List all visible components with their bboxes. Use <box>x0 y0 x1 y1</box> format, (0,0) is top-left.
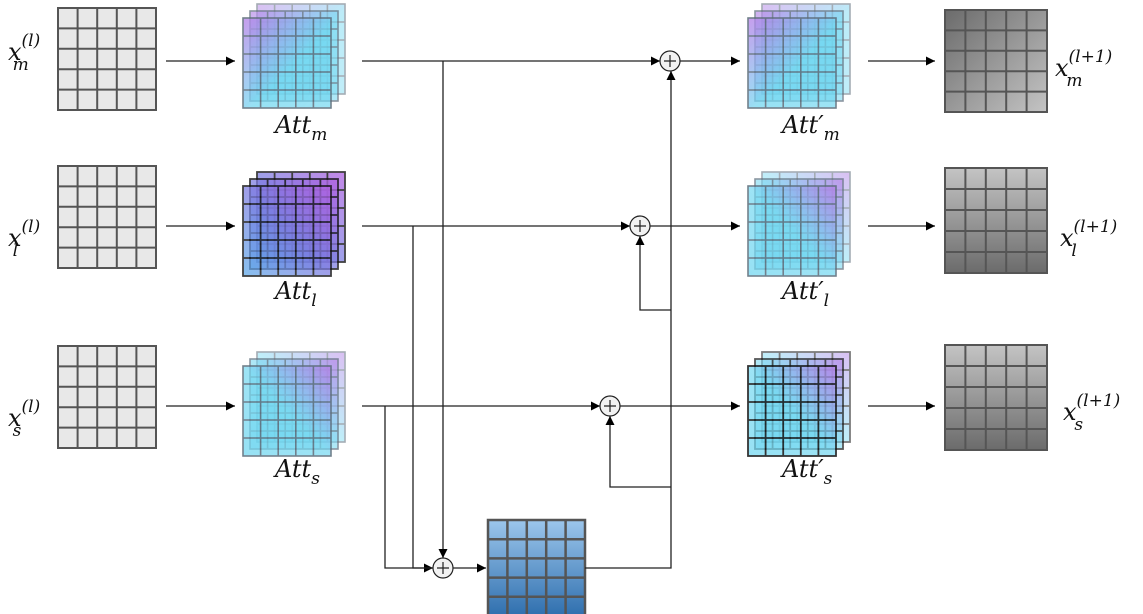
output-label-m: x(l+1) m <box>1055 47 1112 91</box>
att-prime-l-stack-layer-3 <box>747 185 837 277</box>
fused-grid <box>486 518 587 614</box>
att-s-stack-layer-3 <box>242 365 332 457</box>
input-grid-s <box>57 345 157 449</box>
input-label-s: x(l) s <box>8 397 40 441</box>
att-l-stack-layer-3 <box>242 185 332 277</box>
output-grid-s <box>944 344 1048 451</box>
att-prime-m-stack-layer-3 <box>747 17 837 109</box>
line-fused-to-add-l <box>635 236 671 311</box>
att-label-s: Atts <box>273 455 320 489</box>
input-label-l: x(l) l <box>8 217 40 261</box>
add-node-s <box>599 395 621 417</box>
att-prime-label-m: Att′m <box>780 111 840 145</box>
branch-s-to-fuse <box>384 406 433 569</box>
input-grid-l <box>57 165 157 269</box>
input-grid-m <box>57 7 157 111</box>
att-prime-s-stack-layer-3 <box>747 365 837 457</box>
att-label-l: Attl <box>273 277 317 311</box>
output-label-l: x(l+1) l <box>1060 217 1117 261</box>
add-node-m <box>659 50 681 72</box>
att-prime-label-s: Att′s <box>780 455 833 489</box>
output-grid-m <box>944 9 1048 113</box>
line-fused-to-add-m <box>585 71 676 569</box>
line-fused-to-add-s <box>605 416 671 488</box>
branch-l-to-fuse <box>412 226 433 573</box>
add-node-l <box>629 215 651 237</box>
output-label-s: x(l+1) s <box>1063 391 1120 435</box>
add-node-fuse <box>432 557 454 579</box>
att-label-m: Attm <box>273 111 327 145</box>
output-grid-l <box>944 167 1048 274</box>
att-prime-label-l: Att′l <box>780 277 829 311</box>
att-m-stack-layer-3 <box>242 17 332 109</box>
input-label-m: x(l) m <box>8 31 40 75</box>
